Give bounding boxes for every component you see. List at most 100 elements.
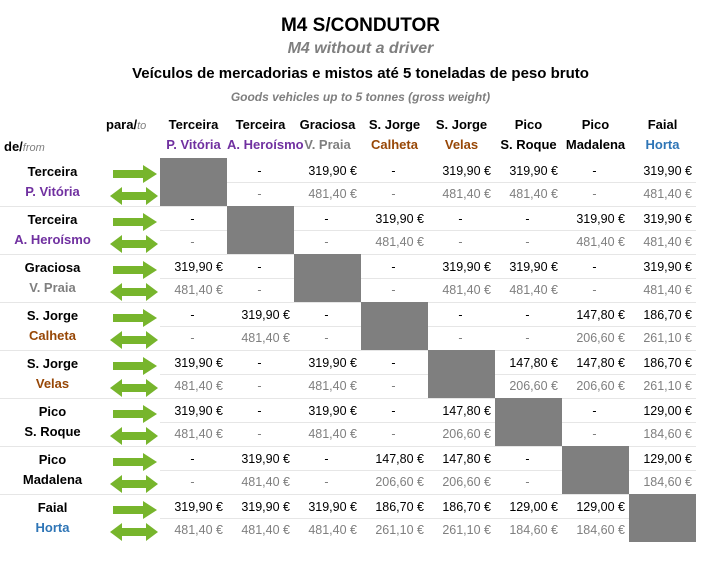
from-label-en: from: [22, 142, 45, 154]
one-way-price: 319,90 €: [241, 452, 290, 466]
line-separator: [160, 278, 696, 279]
one-way-arrow: [113, 501, 157, 519]
row-port: V. Praia: [29, 280, 76, 295]
column-island: Pico: [514, 117, 543, 132]
column-island: Pico: [581, 117, 610, 132]
subtitle: M4 without a driver: [287, 40, 434, 57]
arrow-shape: [110, 187, 158, 205]
one-way-arrow: [113, 453, 157, 471]
two-way-arrow: [110, 523, 158, 541]
arrow-shape: [110, 331, 158, 349]
diagonal-cell: [294, 254, 361, 302]
return-price: -: [257, 283, 262, 297]
one-way-price: 186,70 €: [442, 500, 491, 514]
one-way-price: 319,90 €: [576, 212, 625, 226]
one-way-price: 147,80 €: [442, 452, 491, 466]
return-price: -: [190, 331, 195, 345]
arrow-shape: [110, 427, 158, 445]
one-way-arrow: [113, 309, 157, 327]
arrow-shape: [113, 453, 157, 471]
one-way-price: 147,80 €: [576, 308, 625, 322]
one-way-price: 319,90 €: [375, 212, 424, 226]
two-way-arrow: [110, 427, 158, 445]
column-island: Faial: [647, 117, 678, 132]
one-way-price: 319,90 €: [241, 500, 290, 514]
return-price: 261,10 €: [375, 523, 424, 537]
diagonal-cell: [629, 494, 696, 542]
return-price: -: [458, 235, 463, 249]
one-way-arrow: [113, 165, 157, 183]
return-price: 184,60 €: [643, 427, 692, 441]
subheading: Goods vehicles up to 5 tonnes (gross wei…: [230, 90, 491, 104]
one-way-price: 319,90 €: [308, 356, 357, 370]
row-port: S. Roque: [24, 424, 81, 439]
row-separator: [0, 446, 696, 447]
diagonal-cell: [160, 158, 227, 206]
one-way-price: 319,90 €: [174, 500, 223, 514]
return-price: 206,60 €: [375, 475, 424, 489]
two-way-arrow: [110, 475, 158, 493]
one-way-price: 186,70 €: [375, 500, 424, 514]
column-port: P. Vitória: [166, 137, 221, 152]
line-separator: [160, 422, 696, 423]
column-island: Terceira: [235, 117, 286, 132]
one-way-price: -: [458, 308, 463, 322]
return-price: 481,40 €: [174, 523, 223, 537]
one-way-price: -: [458, 212, 463, 226]
return-price: 481,40 €: [308, 427, 357, 441]
return-price: -: [458, 331, 463, 345]
return-price: 261,10 €: [442, 523, 491, 537]
return-price: -: [257, 427, 262, 441]
one-way-price: 319,90 €: [174, 404, 223, 418]
one-way-price: -: [257, 404, 262, 418]
row-island: Terceira: [27, 164, 78, 179]
return-price: -: [592, 427, 597, 441]
return-price: 481,40 €: [174, 379, 223, 393]
arrow-shape: [113, 213, 157, 231]
arrow-shape: [113, 165, 157, 183]
to-label: para/to: [106, 117, 146, 132]
from-label: de/from: [4, 139, 45, 154]
one-way-arrow: [113, 261, 157, 279]
return-price: -: [391, 187, 396, 201]
one-way-price: 319,90 €: [643, 260, 692, 274]
return-price: -: [190, 235, 195, 249]
one-way-price: -: [257, 356, 262, 370]
return-price: -: [592, 283, 597, 297]
return-price: -: [257, 187, 262, 201]
one-way-price: -: [190, 452, 195, 466]
return-price: 481,40 €: [174, 427, 223, 441]
return-price: 481,40 €: [308, 379, 357, 393]
line-separator: [160, 518, 696, 519]
one-way-price: 147,80 €: [509, 356, 558, 370]
return-price: 481,40 €: [442, 187, 491, 201]
return-price: 481,40 €: [509, 187, 558, 201]
return-price: 481,40 €: [241, 523, 290, 537]
return-price: 261,10 €: [643, 331, 692, 345]
one-way-price: 319,90 €: [442, 164, 491, 178]
return-price: 206,60 €: [442, 427, 491, 441]
one-way-price: -: [391, 356, 396, 370]
row-island: S. Jorge: [26, 356, 79, 371]
diagonal-cell: [495, 398, 562, 446]
one-way-price: 319,90 €: [308, 164, 357, 178]
return-price: -: [324, 331, 329, 345]
column-island: S. Jorge: [435, 117, 488, 132]
two-way-arrow: [110, 379, 158, 397]
one-way-price: -: [391, 164, 396, 178]
return-price: 481,40 €: [375, 235, 424, 249]
heading: Veículos de mercadorias e mistos até 5 t…: [132, 65, 589, 82]
one-way-arrow: [113, 405, 157, 423]
one-way-price: 129,00 €: [643, 452, 692, 466]
return-price: -: [391, 379, 396, 393]
return-price: 481,40 €: [643, 187, 692, 201]
one-way-arrow: [113, 357, 157, 375]
row-port: Calheta: [29, 328, 76, 343]
return-price: 481,40 €: [509, 283, 558, 297]
one-way-price: 129,00 €: [509, 500, 558, 514]
two-way-arrow: [110, 187, 158, 205]
row-separator: [0, 350, 696, 351]
row-island: Terceira: [27, 212, 78, 227]
row-separator: [0, 398, 696, 399]
